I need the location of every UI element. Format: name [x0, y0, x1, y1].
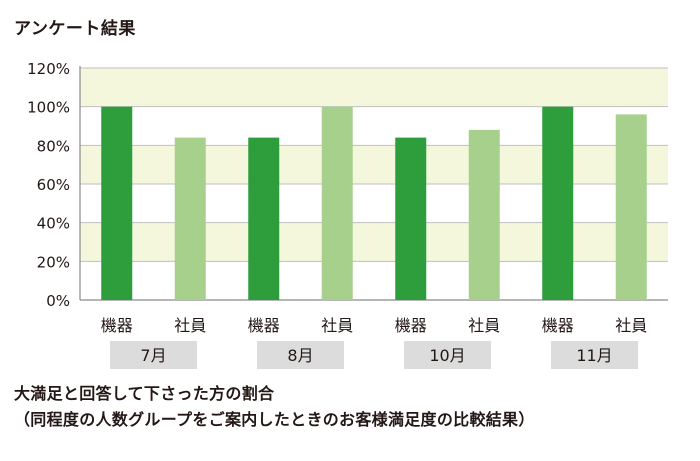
x-category-label: 機器 [542, 316, 574, 335]
caption-line-2: （同程度の人数グループをご案内したときのお客様満足度の比較結果） [14, 410, 535, 429]
month-label: 8月 [287, 346, 313, 365]
y-tick-label: 120% [27, 60, 70, 78]
grid-band [80, 145, 668, 184]
month-label: 11月 [576, 346, 612, 365]
x-category-label: 機器 [248, 316, 280, 335]
y-tick-label: 100% [27, 99, 70, 117]
grid-band [80, 222, 668, 262]
bar [468, 129, 500, 300]
bar [542, 106, 574, 301]
y-tick-label: 0% [46, 292, 70, 310]
x-category-label: 社員 [321, 316, 353, 335]
month-label: 7月 [140, 346, 166, 365]
month-box [110, 341, 197, 369]
x-category-label: 機器 [395, 316, 427, 335]
bar [174, 137, 206, 300]
y-tick-label: 80% [37, 137, 70, 155]
x-category-label: 社員 [174, 316, 206, 335]
y-tick-label: 40% [37, 215, 70, 233]
month-box [404, 341, 491, 369]
x-category-label: 社員 [468, 316, 500, 335]
bar [395, 137, 427, 300]
bar [101, 106, 133, 301]
month-label: 10月 [429, 346, 465, 365]
y-tick-label: 20% [37, 253, 70, 271]
grid-band [80, 68, 668, 107]
month-box [551, 341, 638, 369]
bar [248, 137, 280, 300]
x-category-label: 社員 [615, 316, 647, 335]
caption-line-1: 大満足と回答して下さった方の割合 [14, 384, 275, 403]
bar [615, 114, 647, 301]
x-category-label: 機器 [101, 316, 133, 335]
chart-title: アンケート結果 [14, 19, 136, 39]
bar [321, 106, 353, 301]
month-box [257, 341, 344, 369]
y-tick-label: 60% [37, 176, 70, 194]
